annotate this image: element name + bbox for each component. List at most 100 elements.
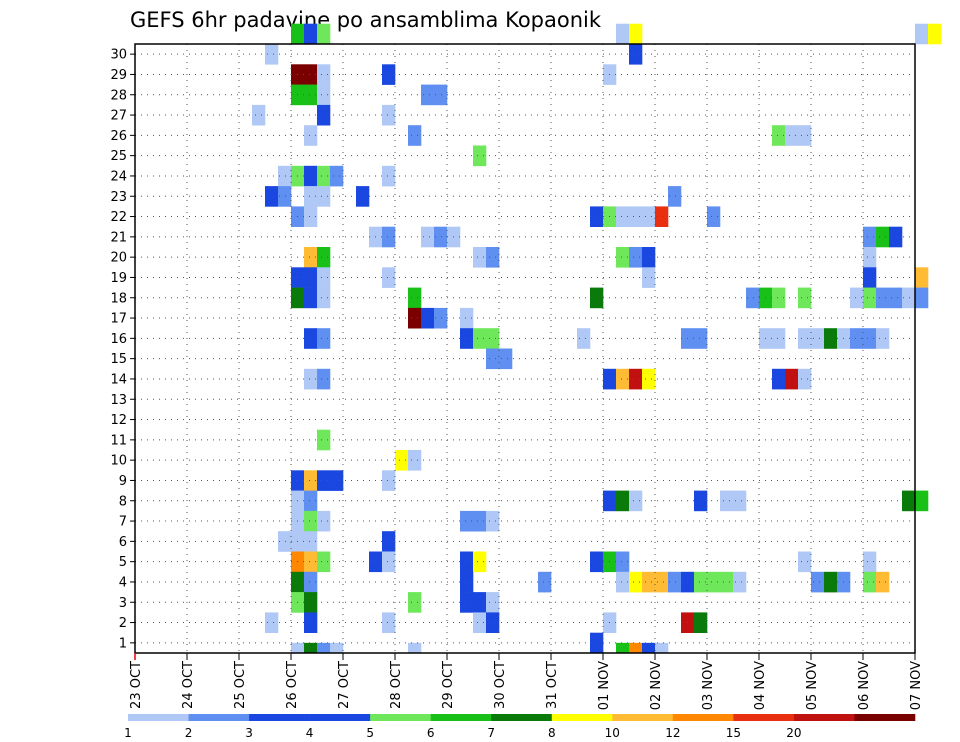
- heatmap-cell: [304, 551, 318, 573]
- y-tick-label: 17: [110, 312, 127, 327]
- heatmap-cell: [863, 247, 877, 268]
- legend-swatch: [612, 714, 674, 721]
- heatmap-cell: [785, 125, 799, 146]
- y-tick-label: 6: [119, 535, 127, 550]
- heatmap-cell: [473, 247, 487, 268]
- heatmap-cell: [707, 206, 721, 227]
- legend-swatch: [491, 714, 553, 721]
- heatmap-cell: [317, 328, 331, 349]
- heatmap-cell: [304, 186, 318, 207]
- heatmap-cell: [278, 186, 292, 207]
- heatmap-cell: [304, 510, 318, 532]
- x-tick-label: 01 NOV: [597, 661, 612, 710]
- heatmap-cell: [304, 571, 318, 593]
- legend-label: 8: [548, 726, 556, 740]
- heatmap-cell: [382, 470, 396, 491]
- heatmap-cell: [278, 165, 292, 187]
- heatmap-cell: [798, 368, 812, 390]
- x-tick-label: 27 OCT: [337, 661, 352, 709]
- y-tick-label: 11: [110, 433, 127, 448]
- y-tick-label: 24: [110, 169, 127, 184]
- heatmap-cell: [499, 348, 513, 370]
- heatmap-cell: [304, 206, 318, 227]
- y-tick-label: 15: [110, 352, 127, 367]
- heatmap-cell: [629, 368, 643, 390]
- heatmap-cell: [317, 64, 331, 85]
- y-tick-label: 14: [110, 372, 127, 387]
- heatmap-cell: [629, 490, 643, 512]
- y-tick-label: 16: [110, 332, 127, 347]
- heatmap-cell: [473, 328, 487, 349]
- heatmap-cell: [252, 104, 266, 126]
- heatmap-cell: [863, 571, 877, 593]
- heatmap-cell: [486, 612, 500, 633]
- heatmap-cell: [304, 490, 318, 512]
- heatmap-cell: [616, 551, 630, 573]
- heatmap-cell: [473, 592, 487, 613]
- heatmap-cell: [486, 510, 500, 532]
- heatmap-cell: [642, 247, 656, 268]
- heatmap-cell: [889, 226, 903, 248]
- heatmap-cell: [291, 23, 305, 45]
- x-tick-label: 30 OCT: [493, 661, 508, 709]
- legend-swatch: [249, 714, 310, 721]
- heatmap-cell: [694, 571, 708, 593]
- heatmap-cell: [655, 642, 669, 654]
- heatmap-cell: [304, 328, 318, 349]
- heatmap-cell: [408, 592, 422, 613]
- heatmap-cell: [317, 510, 331, 532]
- heatmap-cell: [616, 23, 630, 45]
- y-tick-label: 13: [110, 393, 127, 408]
- heatmap-cell: [317, 84, 331, 106]
- heatmap-cell: [707, 571, 721, 593]
- heatmap-cell: [382, 612, 396, 633]
- heatmap-cell: [863, 226, 877, 248]
- x-tick-label: 04 NOV: [753, 661, 768, 710]
- heatmap-cell: [408, 450, 422, 471]
- heatmap-cell: [642, 206, 656, 227]
- heatmap-cell: [850, 287, 864, 309]
- legend-label: 6: [427, 726, 435, 740]
- heatmap-cell: [668, 186, 682, 207]
- heatmap-cell: [616, 571, 630, 593]
- x-tick-label: 23 OCT: [129, 661, 144, 709]
- heatmap-cell: [863, 287, 877, 309]
- heatmap-cell: [317, 23, 331, 45]
- heatmap-cell: [317, 287, 331, 309]
- y-tick-label: 4: [119, 575, 127, 590]
- y-tick-label: 25: [110, 149, 127, 164]
- heatmap-cell: [798, 125, 812, 146]
- heatmap-cell: [421, 226, 435, 248]
- legend-label: 15: [726, 726, 741, 740]
- heatmap-cell: [733, 571, 747, 593]
- y-tick-label: 27: [110, 109, 127, 124]
- heatmap-cell: [278, 531, 292, 552]
- heatmap-cell: [304, 612, 318, 633]
- heatmap-cell: [798, 328, 812, 349]
- legend-swatch: [551, 714, 613, 721]
- heatmap-cell: [616, 368, 630, 390]
- heatmap-cell: [317, 368, 331, 390]
- heatmap-cell: [876, 287, 890, 309]
- heatmap-cell: [473, 551, 487, 573]
- y-tick-label: 5: [119, 555, 127, 570]
- heatmap-cell: [382, 531, 396, 552]
- y-tick-label: 7: [119, 515, 127, 530]
- heatmap-cell: [473, 510, 487, 532]
- heatmap-cell: [577, 328, 591, 349]
- heatmap-cell: [798, 551, 812, 573]
- heatmap-cell: [317, 104, 331, 126]
- heatmap-cell: [317, 470, 331, 491]
- heatmap-cell: [642, 267, 656, 288]
- heatmap-cell: [421, 307, 435, 329]
- heatmap-cell: [915, 287, 929, 309]
- y-tick-label: 29: [110, 68, 127, 83]
- legend-label: 10: [605, 726, 620, 740]
- x-tick-label: 25 OCT: [233, 661, 248, 709]
- heatmap-cell: [746, 287, 760, 309]
- legend-swatch: [430, 714, 492, 721]
- legend-swatch: [128, 714, 189, 721]
- legend-swatch: [370, 714, 431, 721]
- heatmap-cell: [408, 307, 422, 329]
- heatmap-cell: [915, 23, 929, 45]
